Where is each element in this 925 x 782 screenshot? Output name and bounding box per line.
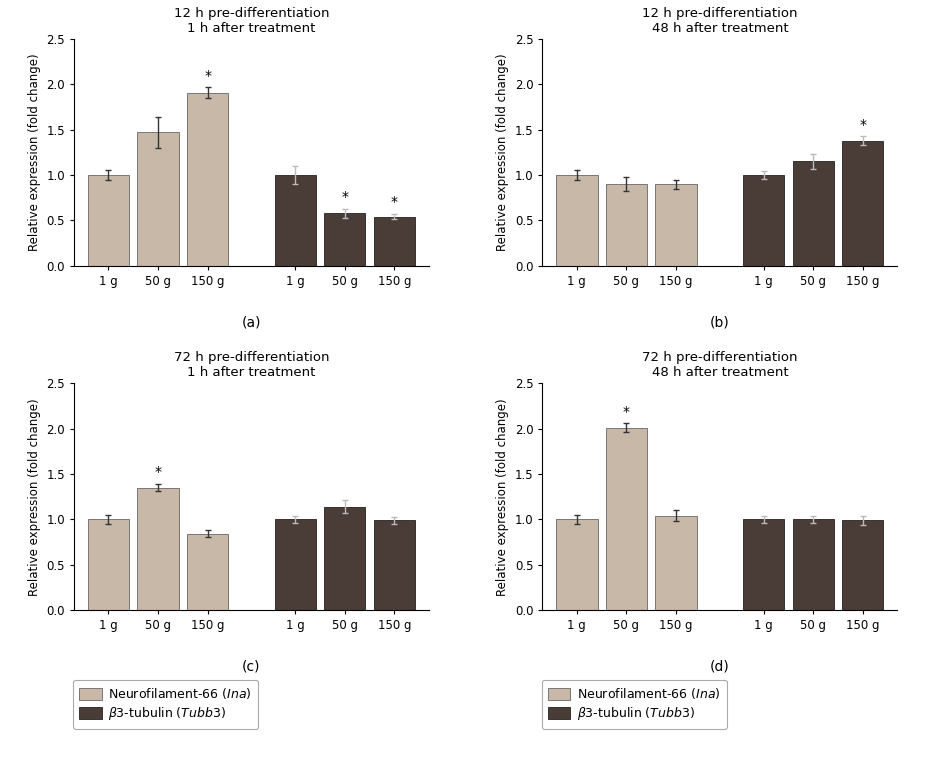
Text: *: * [623,405,630,419]
Bar [187,534,228,610]
Bar [606,184,647,266]
Bar [138,132,179,266]
Title: 72 h pre-differentiation
48 h after treatment: 72 h pre-differentiation 48 h after trea… [642,351,797,379]
Bar [324,507,365,610]
Text: (a): (a) [241,315,261,329]
Title: 72 h pre-differentiation
1 h after treatment: 72 h pre-differentiation 1 h after treat… [174,351,329,379]
Bar [842,141,883,266]
Bar [656,515,697,610]
Text: *: * [154,465,162,479]
Bar [656,184,697,266]
Text: (b): (b) [710,315,730,329]
Title: 12 h pre-differentiation
1 h after treatment: 12 h pre-differentiation 1 h after treat… [174,7,329,35]
Bar [187,92,228,266]
Bar [374,217,415,266]
Y-axis label: Relative expression (fold change): Relative expression (fold change) [496,398,509,596]
Bar [324,213,365,266]
Bar [88,175,130,266]
Bar [275,519,315,610]
Bar [556,175,598,266]
Bar [88,519,130,610]
Text: (c): (c) [242,660,261,674]
Bar [793,519,833,610]
Bar [556,519,598,610]
Y-axis label: Relative expression (fold change): Relative expression (fold change) [28,53,41,251]
Bar [374,520,415,610]
Legend: Neurofilament-66 ($\mathit{Ina}$), $\beta$3-tubulin ($\mathit{Tubb3}$): Neurofilament-66 ($\mathit{Ina}$), $\bet… [73,680,258,729]
Title: 12 h pre-differentiation
48 h after treatment: 12 h pre-differentiation 48 h after trea… [642,7,797,35]
Bar [793,161,833,266]
Bar [842,520,883,610]
Bar [275,175,315,266]
Text: *: * [859,117,867,131]
Bar [138,488,179,610]
Legend: Neurofilament-66 ($\mathit{Ina}$), $\beta$3-tubulin ($\mathit{Tubb3}$): Neurofilament-66 ($\mathit{Ina}$), $\bet… [541,680,727,729]
Y-axis label: Relative expression (fold change): Relative expression (fold change) [28,398,41,596]
Bar [743,519,784,610]
Text: *: * [204,69,211,83]
Y-axis label: Relative expression (fold change): Relative expression (fold change) [496,53,509,251]
Bar [743,175,784,266]
Text: *: * [341,190,349,204]
Bar [606,428,647,610]
Text: *: * [391,196,398,210]
Text: (d): (d) [710,660,730,674]
